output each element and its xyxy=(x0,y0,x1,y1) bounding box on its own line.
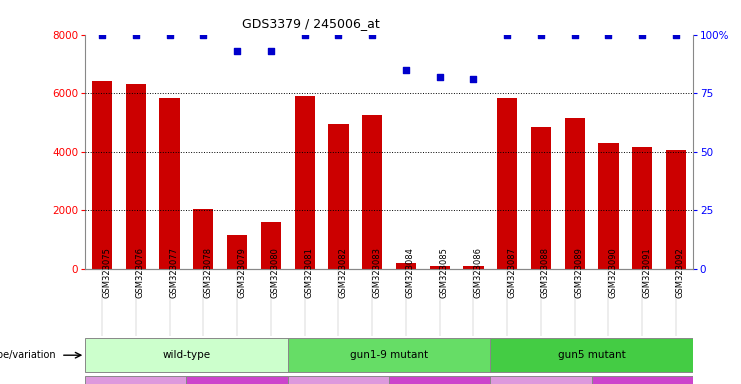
Bar xyxy=(193,209,213,269)
Bar xyxy=(85,376,187,384)
Bar xyxy=(430,266,450,269)
Point xyxy=(333,31,345,38)
Bar xyxy=(261,222,281,269)
Text: gun5 mutant: gun5 mutant xyxy=(558,350,625,360)
Bar xyxy=(666,150,686,269)
Point xyxy=(433,74,445,80)
Point xyxy=(501,31,513,38)
Bar xyxy=(491,376,591,384)
Bar xyxy=(591,376,693,384)
Bar xyxy=(491,338,693,372)
Point xyxy=(130,31,142,38)
Bar xyxy=(159,98,180,269)
Bar xyxy=(632,147,652,269)
Text: GSM323084: GSM323084 xyxy=(406,247,415,298)
Bar xyxy=(396,263,416,269)
Text: genotype/variation: genotype/variation xyxy=(0,350,56,360)
Bar xyxy=(126,84,146,269)
Bar xyxy=(389,376,491,384)
Point xyxy=(535,31,547,38)
Text: GSM323076: GSM323076 xyxy=(136,247,144,298)
Point xyxy=(96,31,108,38)
Text: GSM323077: GSM323077 xyxy=(170,247,179,298)
Point xyxy=(670,31,682,38)
Text: GSM323090: GSM323090 xyxy=(608,247,617,298)
Bar xyxy=(598,143,619,269)
Text: GSM323082: GSM323082 xyxy=(339,247,348,298)
Point xyxy=(366,31,378,38)
Text: GSM323092: GSM323092 xyxy=(676,247,685,298)
Text: GDS3379 / 245006_at: GDS3379 / 245006_at xyxy=(242,17,380,30)
Bar xyxy=(362,115,382,269)
Text: GSM323075: GSM323075 xyxy=(102,247,111,298)
Bar xyxy=(328,124,348,269)
Text: GSM323091: GSM323091 xyxy=(642,247,651,298)
Point xyxy=(637,31,648,38)
Text: GSM323083: GSM323083 xyxy=(372,247,381,298)
Bar xyxy=(227,235,247,269)
Bar xyxy=(92,81,112,269)
Text: GSM323088: GSM323088 xyxy=(541,247,550,298)
Bar xyxy=(288,376,389,384)
Bar xyxy=(187,376,288,384)
Text: GSM323079: GSM323079 xyxy=(237,247,246,298)
Text: GSM323086: GSM323086 xyxy=(473,247,482,298)
Point xyxy=(468,76,479,82)
Point xyxy=(164,31,176,38)
Point xyxy=(231,48,243,54)
Point xyxy=(602,31,614,38)
Text: GSM323081: GSM323081 xyxy=(305,247,313,298)
Text: GSM323078: GSM323078 xyxy=(203,247,213,298)
Bar xyxy=(85,338,288,372)
Text: GSM323089: GSM323089 xyxy=(575,247,584,298)
Point xyxy=(197,31,209,38)
Bar xyxy=(531,127,551,269)
Text: gun1-9 mutant: gun1-9 mutant xyxy=(350,350,428,360)
Point xyxy=(400,67,412,73)
Point xyxy=(569,31,581,38)
Bar xyxy=(294,96,315,269)
Bar xyxy=(288,338,491,372)
Text: GSM323085: GSM323085 xyxy=(439,247,448,298)
Text: GSM323087: GSM323087 xyxy=(507,247,516,298)
Text: wild-type: wild-type xyxy=(162,350,210,360)
Bar xyxy=(565,118,585,269)
Point xyxy=(265,48,277,54)
Bar xyxy=(463,266,484,269)
Point xyxy=(299,31,310,38)
Text: GSM323080: GSM323080 xyxy=(271,247,280,298)
Bar xyxy=(497,98,517,269)
